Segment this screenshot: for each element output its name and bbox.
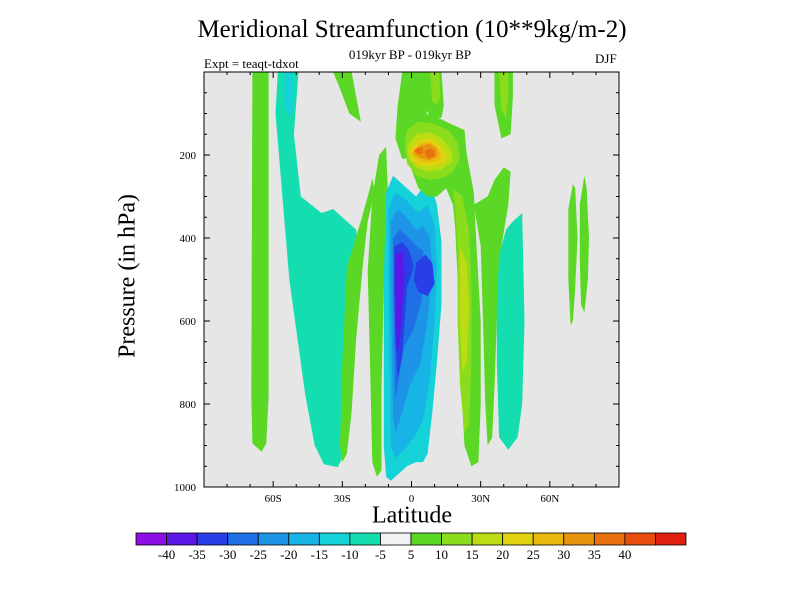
colorbar-swatch [563,532,595,546]
colorbar-label: 15 [466,547,479,562]
colorbar-label: -5 [375,547,386,562]
colorbar-swatch [380,532,412,546]
contour-region-red-hadley-core-2 [425,148,435,159]
colorbar-swatch [441,532,473,546]
colorbar-label: -40 [158,547,175,562]
contour-region-green-band-20S [340,177,375,463]
colorbar-label: -30 [219,547,236,562]
colorbar-label: -25 [250,547,267,562]
colorbar-swatch [135,532,167,546]
colorbar-label: -15 [311,547,328,562]
x-tick-label: 60S [265,493,282,505]
contour-region-yellow-band-25N [459,246,470,371]
colorbar-swatch [196,532,229,546]
contour-region-green-band-10S [367,146,389,477]
experiment-label: Expt = teaqt-tdxot [204,56,299,71]
y-tick-label: 400 [180,233,197,245]
season-label: DJF [595,51,617,66]
y-tick-label: 1000 [174,482,197,494]
contour-region-cyan-band-40N [496,213,525,450]
chart-title: Meridional Streamfunction (10**9kg/m-2) [197,16,627,43]
colorbar-swatch [257,532,290,546]
y-tick-label: 600 [180,316,197,328]
colorbar-swatch [349,532,381,546]
colorbar-swatch [655,532,687,546]
x-tick-label: 0 [409,493,415,505]
colorbar-swatch [471,532,504,546]
colorbar-label: 10 [435,547,448,562]
colorbar-label: 5 [408,547,415,562]
colorbar-label: -20 [280,547,297,562]
contour-region-green-band-65N [568,184,578,326]
colorbar-label: 25 [527,547,540,562]
colorbar-label: 30 [557,547,570,562]
contour-region-red-hadley-core-1 [413,147,423,155]
colorbar-swatch [227,532,259,546]
colorbar-swatch [593,532,626,546]
contour-region-yellowgreen-plume-north [429,72,441,106]
colorbar-label: 20 [496,547,509,562]
y-tick-label: 200 [180,150,197,162]
contour-region-green-band-30S [333,72,361,122]
colorbar-swatch [410,532,442,546]
colorbar-swatch [288,532,320,546]
contour-region-yellowgreen-band-40N [499,72,509,118]
colorbar-swatch [318,532,351,546]
colorbar-swatch [502,532,534,546]
colorbar-swatch [166,532,198,546]
colorbar-label: 35 [588,547,601,562]
chart-subtitle: 019kyr BP - 019kyr BP [348,47,472,62]
contour-region-purple-core [394,250,405,355]
x-tick-label: 30N [471,493,490,505]
x-tick-label: 30S [334,493,351,505]
contour-region-blue-lobe-east [413,254,435,297]
colorbar-label: -35 [188,547,205,562]
contour-region-green-band-60S [251,72,269,452]
colorbar-swatch [624,532,656,546]
contour-region-green-band-70N [579,175,589,313]
colorbar-label: 40 [618,547,631,562]
colorbar-swatch [532,532,565,546]
x-tick-label: 60N [540,493,559,505]
y-tick-label: 800 [180,399,197,411]
x-axis-label: Latitude [372,502,452,529]
contour-region-cyan-band-45S [275,72,361,468]
contour-region-cyan-top-50S [284,72,294,118]
colorbar-label: -10 [341,547,358,562]
contour-region-green-band-35N [473,167,511,446]
